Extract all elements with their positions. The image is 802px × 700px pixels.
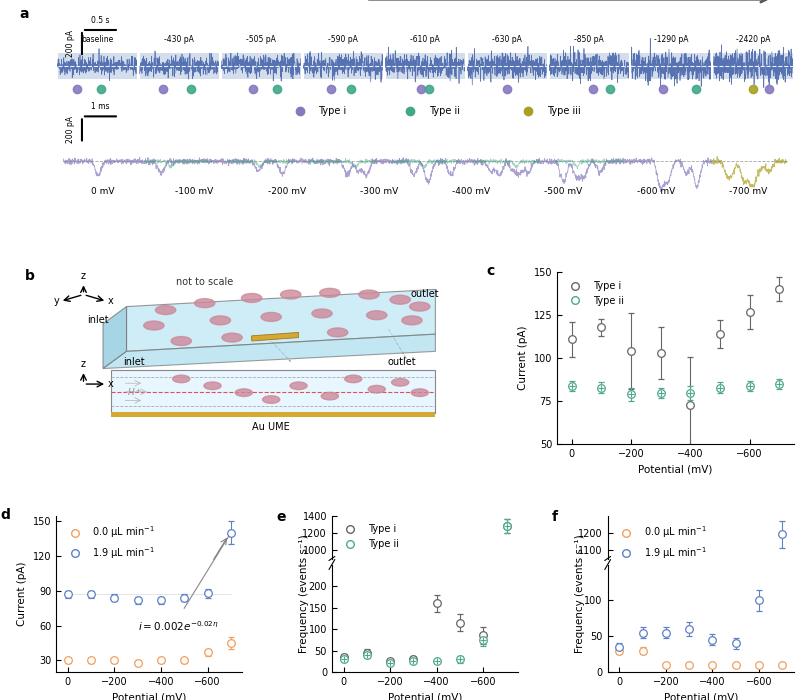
Circle shape — [262, 395, 280, 403]
Circle shape — [195, 299, 215, 307]
X-axis label: Potential (mV): Potential (mV) — [663, 692, 738, 700]
Text: d: d — [0, 508, 10, 522]
Circle shape — [322, 392, 338, 400]
Text: x: x — [108, 296, 114, 307]
Circle shape — [156, 306, 176, 314]
Circle shape — [235, 389, 253, 396]
Legend: 0.0 µL min$^{-1}$, 1.9 µL min$^{-1}$: 0.0 µL min$^{-1}$, 1.9 µL min$^{-1}$ — [613, 520, 711, 565]
Text: baseline: baseline — [81, 36, 113, 44]
Circle shape — [358, 290, 379, 299]
Circle shape — [391, 379, 409, 386]
Text: Au UME: Au UME — [253, 422, 290, 432]
X-axis label: Potential (mV): Potential (mV) — [638, 465, 713, 475]
Polygon shape — [103, 307, 127, 369]
Text: -400 mV: -400 mV — [452, 187, 490, 195]
Circle shape — [210, 316, 230, 325]
Text: Type i: Type i — [318, 106, 346, 116]
Text: b: b — [25, 269, 34, 283]
Text: Frequency (events s⁻¹): Frequency (events s⁻¹) — [574, 534, 585, 653]
Circle shape — [204, 382, 221, 390]
Text: inlet: inlet — [87, 316, 109, 326]
Circle shape — [327, 328, 348, 337]
Text: f: f — [552, 510, 557, 524]
Text: outlet: outlet — [387, 357, 416, 367]
Text: -100 mV: -100 mV — [176, 187, 213, 195]
Text: Type ii: Type ii — [429, 106, 460, 116]
X-axis label: Potential (mV): Potential (mV) — [388, 692, 462, 700]
Circle shape — [241, 293, 261, 302]
Text: $i = 0.002e^{-0.02\eta}$: $i = 0.002e^{-0.02\eta}$ — [138, 620, 218, 634]
Text: x: x — [108, 379, 114, 389]
X-axis label: Potential (mV): Potential (mV) — [112, 692, 187, 700]
Circle shape — [368, 386, 385, 393]
Circle shape — [261, 312, 282, 321]
Text: Type iii: Type iii — [547, 106, 581, 116]
Y-axis label: Current (pA): Current (pA) — [518, 326, 528, 391]
Circle shape — [171, 337, 192, 346]
Polygon shape — [252, 332, 298, 341]
Circle shape — [144, 321, 164, 330]
Text: outlet: outlet — [411, 289, 439, 300]
Circle shape — [345, 375, 362, 383]
Text: -430 pA: -430 pA — [164, 36, 194, 44]
Text: 1 ms: 1 ms — [91, 102, 110, 111]
Text: a: a — [19, 6, 29, 20]
Circle shape — [410, 302, 430, 311]
Circle shape — [172, 375, 190, 383]
Text: -590 pA: -590 pA — [328, 36, 358, 44]
Text: 0.5 s: 0.5 s — [91, 15, 110, 24]
Text: inlet: inlet — [124, 357, 145, 367]
Polygon shape — [103, 334, 435, 369]
Legend: Type i, Type ii: Type i, Type ii — [562, 277, 628, 309]
Text: z: z — [81, 358, 86, 369]
Polygon shape — [127, 289, 435, 351]
Text: z: z — [81, 271, 86, 281]
Circle shape — [312, 309, 332, 318]
Circle shape — [222, 333, 242, 342]
Y-axis label: Current (pA): Current (pA) — [17, 561, 27, 626]
Bar — [111, 412, 435, 416]
Text: 200 pA: 200 pA — [67, 116, 75, 144]
Text: -300 mV: -300 mV — [360, 187, 398, 195]
Text: -200 mV: -200 mV — [268, 187, 306, 195]
Circle shape — [320, 288, 340, 298]
Legend: 0.0 µL min$^{-1}$, 1.9 µL min$^{-1}$: 0.0 µL min$^{-1}$, 1.9 µL min$^{-1}$ — [61, 520, 159, 565]
Text: Frequency (events s⁻¹): Frequency (events s⁻¹) — [299, 534, 309, 653]
Text: not to scale: not to scale — [176, 277, 233, 287]
Bar — [111, 370, 435, 413]
Text: -700 mV: -700 mV — [729, 187, 767, 195]
Circle shape — [281, 290, 301, 299]
Circle shape — [390, 295, 411, 304]
Text: $H^+$: $H^+$ — [127, 386, 142, 398]
Text: -850 pA: -850 pA — [574, 36, 604, 44]
Text: c: c — [486, 264, 494, 278]
Text: -630 pA: -630 pA — [492, 36, 522, 44]
Text: y: y — [53, 296, 59, 307]
Text: e: e — [276, 510, 286, 524]
Circle shape — [402, 316, 422, 325]
Text: 200 pA: 200 pA — [67, 30, 75, 57]
Text: -610 pA: -610 pA — [410, 36, 440, 44]
Text: 0 mV: 0 mV — [91, 187, 114, 195]
Text: -1290 pA: -1290 pA — [654, 36, 688, 44]
Circle shape — [367, 311, 387, 320]
Text: -505 pA: -505 pA — [246, 36, 276, 44]
Circle shape — [411, 389, 428, 396]
Legend: Type i, Type ii: Type i, Type ii — [337, 520, 403, 553]
Circle shape — [290, 382, 307, 390]
Text: -500 mV: -500 mV — [545, 187, 582, 195]
Text: -600 mV: -600 mV — [637, 187, 674, 195]
Text: -2420 pA: -2420 pA — [735, 36, 770, 44]
